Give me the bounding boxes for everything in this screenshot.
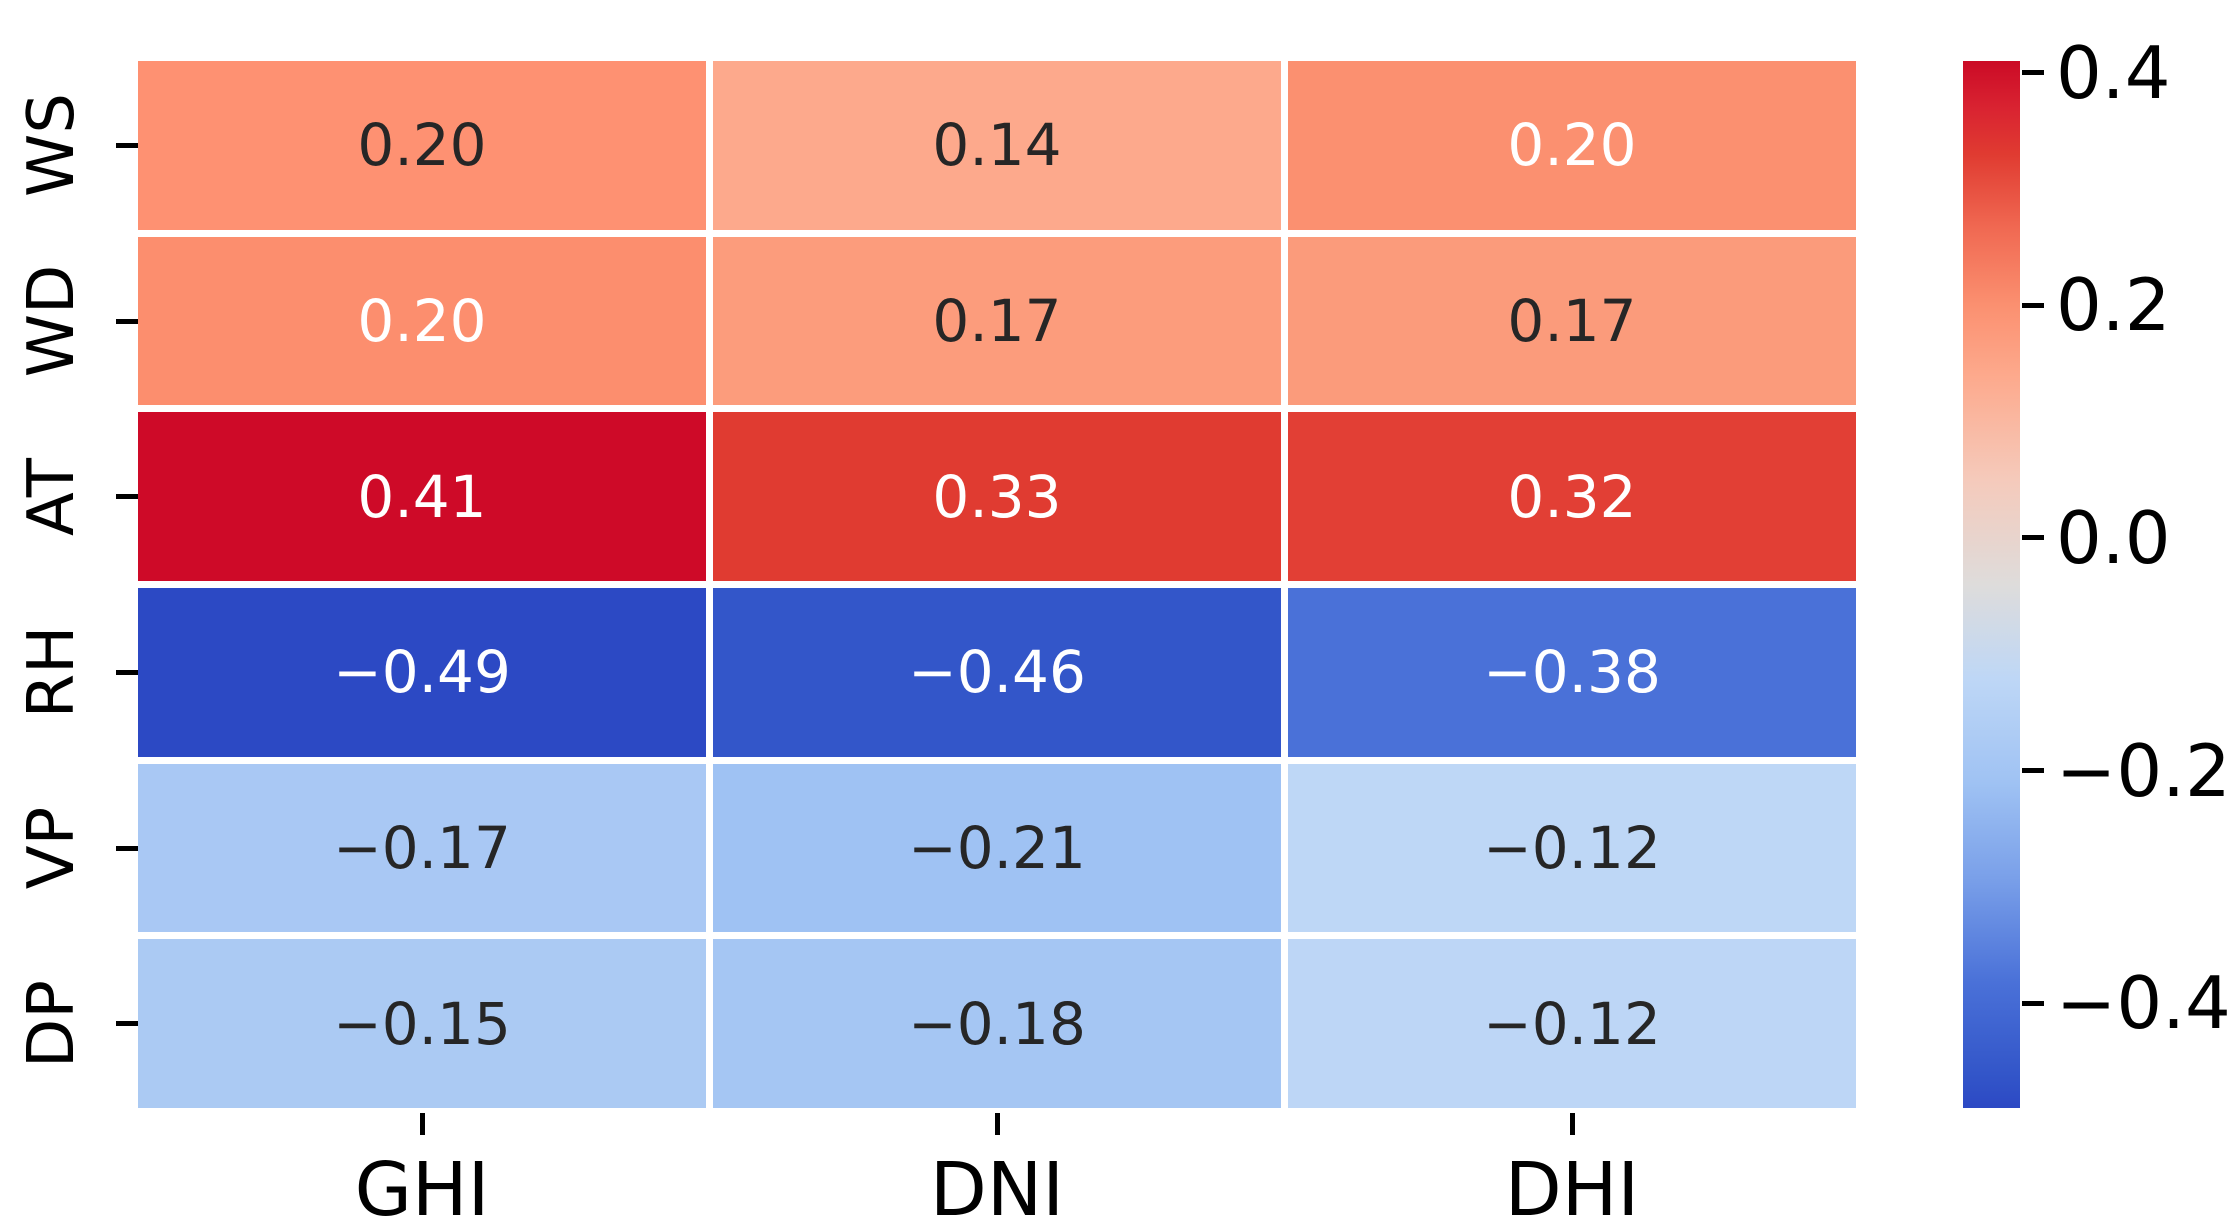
cell-value: 0.32 xyxy=(1507,462,1637,531)
colorbar-tick-label: −0.4 xyxy=(2056,961,2230,1046)
heatmap-cell-RH-DHI: −0.38 xyxy=(1288,588,1856,757)
heatmap-cell-RH-DNI: −0.46 xyxy=(713,588,1281,757)
heatmap-cell-VP-GHI: −0.17 xyxy=(138,763,706,933)
heatmap-cell-DP-DNI: −0.18 xyxy=(713,939,1281,1108)
y-tick-label-WD: WD xyxy=(15,264,89,378)
heatmap-cell-WS-GHI: 0.20 xyxy=(138,61,706,230)
x-tick-label-DHI: DHI xyxy=(1504,1147,1640,1230)
colorbar xyxy=(1963,61,2020,1108)
cell-value: −0.46 xyxy=(908,638,1086,707)
x-tick-label-DNI: DNI xyxy=(929,1147,1065,1230)
cell-value: −0.21 xyxy=(908,813,1086,882)
heatmap-cell-WS-DHI: 0.20 xyxy=(1288,61,1856,230)
colorbar-tick-mark xyxy=(2022,535,2044,541)
x-tick-mark xyxy=(1569,1113,1575,1135)
y-tick-label-AT: AT xyxy=(15,457,89,536)
cell-value: −0.15 xyxy=(333,989,511,1058)
cell-value: 0.41 xyxy=(357,462,487,531)
cell-value: −0.17 xyxy=(333,813,511,882)
x-tick-mark xyxy=(994,1113,1000,1135)
heatmap-cell-WD-DNI: 0.17 xyxy=(713,236,1281,406)
y-tick-label-VP: VP xyxy=(15,806,89,890)
heatmap-cell-WS-DNI: 0.14 xyxy=(713,61,1281,230)
colorbar-tick-mark xyxy=(2022,302,2044,308)
heatmap-grid: 0.20 0.14 0.20 0.20 0.17 0.17 0.41 0.33 0.32 −0.4… xyxy=(138,61,1856,1108)
heatmap-cell-WD-GHI: 0.20 xyxy=(138,236,706,406)
y-tick-mark xyxy=(116,142,138,148)
colorbar-tick-label: 0.2 xyxy=(2056,263,2171,348)
cell-value: 0.33 xyxy=(932,462,1062,531)
y-tick-mark xyxy=(116,318,138,324)
cell-value: 0.17 xyxy=(1507,286,1637,355)
cell-value: −0.49 xyxy=(333,638,511,707)
colorbar-tick-label: −0.2 xyxy=(2056,728,2230,813)
cell-value: 0.20 xyxy=(357,111,487,180)
colorbar-tick-mark xyxy=(2022,1000,2044,1006)
heatmap-cell-VP-DNI: −0.21 xyxy=(713,763,1281,933)
y-tick-mark xyxy=(116,669,138,675)
heatmap-cell-DP-DHI: −0.12 xyxy=(1288,939,1856,1108)
heatmap-cell-AT-DHI: 0.32 xyxy=(1288,412,1856,581)
colorbar-tick-mark xyxy=(2022,70,2044,76)
colorbar-tick-mark xyxy=(2022,768,2044,774)
colorbar-tick-label: 0.0 xyxy=(2056,495,2171,580)
y-tick-label-DP: DP xyxy=(15,979,89,1068)
y-tick-mark xyxy=(116,1021,138,1027)
y-tick-label-RH: RH xyxy=(15,626,89,719)
y-tick-mark xyxy=(116,845,138,851)
cell-value: 0.17 xyxy=(932,286,1062,355)
cell-value: 0.20 xyxy=(1507,111,1637,180)
heatmap-cell-DP-GHI: −0.15 xyxy=(138,939,706,1108)
heatmap-cell-RH-GHI: −0.49 xyxy=(138,588,706,757)
x-tick-mark xyxy=(419,1113,425,1135)
y-tick-mark xyxy=(116,494,138,500)
cell-value: −0.38 xyxy=(1483,638,1661,707)
colorbar-tick-label: 0.4 xyxy=(2056,30,2171,115)
heatmap-cell-WD-DHI: 0.17 xyxy=(1288,236,1856,406)
heatmap-cell-VP-DHI: −0.12 xyxy=(1288,763,1856,933)
cell-value: −0.12 xyxy=(1483,813,1661,882)
cell-value: 0.20 xyxy=(357,286,487,355)
cell-value: −0.12 xyxy=(1483,989,1661,1058)
heatmap-cell-AT-GHI: 0.41 xyxy=(138,412,706,581)
cell-value: 0.14 xyxy=(932,111,1062,180)
x-tick-label-GHI: GHI xyxy=(354,1147,490,1230)
cell-value: −0.18 xyxy=(908,989,1086,1058)
heatmap-cell-AT-DNI: 0.33 xyxy=(713,412,1281,581)
y-tick-label-WS: WS xyxy=(15,93,89,198)
